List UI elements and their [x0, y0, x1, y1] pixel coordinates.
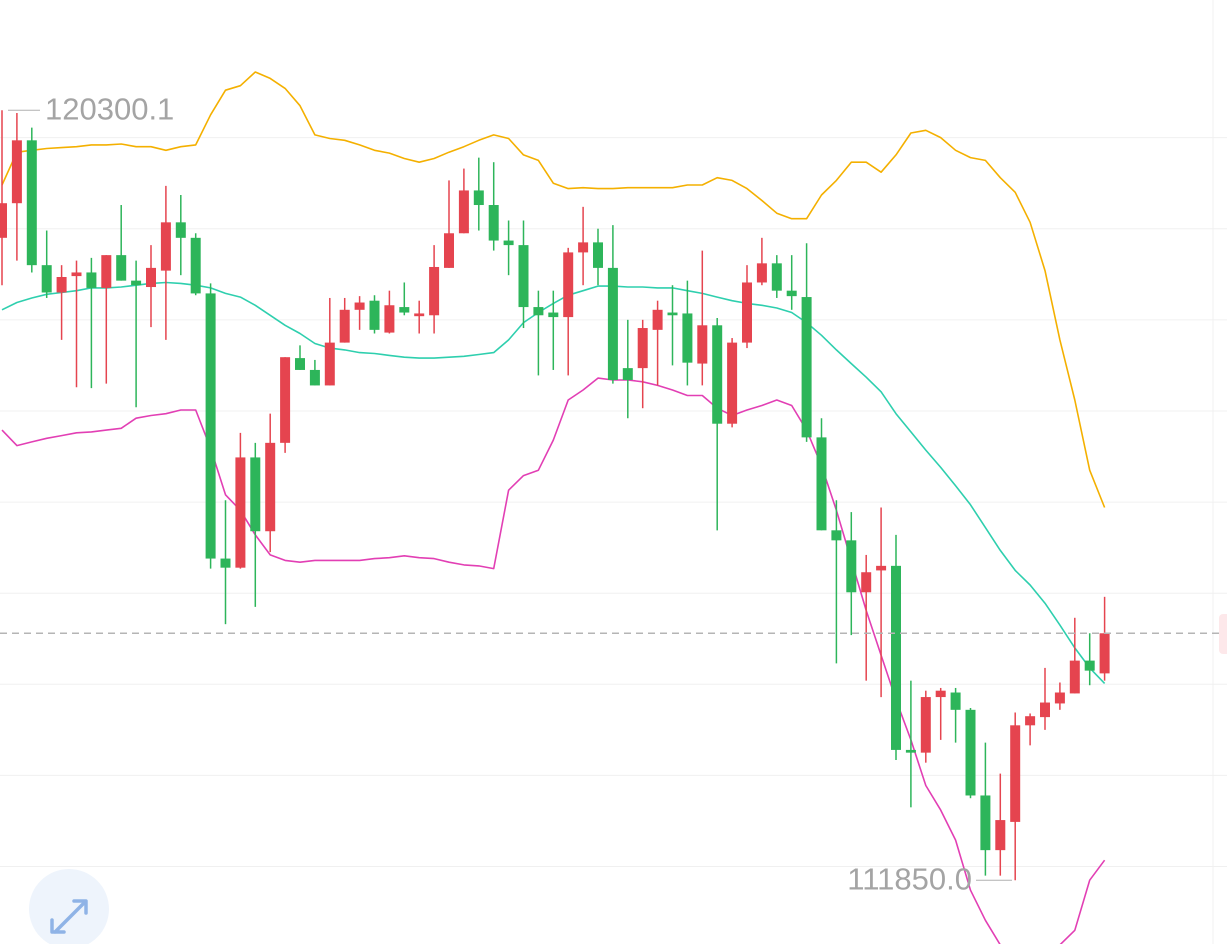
candle-body [429, 266, 440, 316]
candle-body [101, 255, 112, 288]
candle-body [324, 342, 335, 386]
band-upper [1, 71, 1106, 508]
candle-body [712, 325, 723, 424]
candle-body [11, 140, 22, 204]
candle-body [0, 203, 7, 238]
candle-body [876, 565, 887, 571]
candle-body [786, 290, 797, 297]
expand-icon[interactable] [50, 899, 88, 934]
candle-body [354, 302, 365, 310]
bands [1, 71, 1106, 944]
candle-body [116, 255, 127, 281]
price-tab [1219, 614, 1227, 654]
candle-body [488, 205, 499, 241]
candle-body [980, 795, 991, 851]
candle-body [280, 357, 291, 443]
candle-body [414, 313, 425, 317]
candle-body [1010, 725, 1021, 822]
candle-body [816, 437, 827, 531]
candle-body [682, 313, 693, 363]
candle-body [1025, 716, 1036, 726]
candle-body [548, 312, 559, 318]
candle-body [771, 263, 782, 291]
candle-body [593, 242, 603, 268]
candle-body [503, 240, 514, 246]
candle-body [622, 368, 633, 380]
candle-body [801, 297, 812, 438]
candle-body [965, 709, 976, 796]
candle-body [220, 558, 231, 568]
expand-button[interactable] [29, 869, 109, 944]
candle-body [1084, 660, 1095, 671]
candle-body [399, 307, 410, 313]
candle-body [652, 309, 663, 330]
candle-body [756, 263, 767, 283]
candle-body [950, 692, 961, 710]
candle-body [86, 272, 97, 288]
candle-body [71, 272, 82, 277]
candle-body [1099, 633, 1110, 674]
candle-body [205, 293, 216, 559]
candle-body [175, 222, 186, 238]
candle-body [473, 190, 484, 206]
candle-body [846, 540, 857, 593]
candle-body [339, 309, 350, 343]
candle-body [861, 572, 872, 593]
candle-body [518, 245, 529, 308]
candle-body [131, 280, 142, 286]
candle-body [667, 312, 678, 316]
candle-body [995, 820, 1006, 851]
annotation-label: 111850.0 [847, 861, 972, 896]
candle-body [563, 252, 574, 318]
candle-body [56, 277, 67, 293]
candle-body [920, 697, 931, 753]
candle-body [295, 358, 305, 370]
candle-body [1069, 660, 1080, 694]
candle-body [41, 265, 52, 293]
candle-body [369, 300, 380, 330]
candle-body [444, 233, 454, 268]
candle-body [146, 267, 156, 288]
overlay: 120300.1 111850.0 [0, 91, 1227, 896]
candle-body [727, 342, 738, 424]
candle-body [607, 267, 618, 380]
candle-body [935, 690, 946, 698]
candles [0, 110, 1110, 881]
candle-body [1054, 692, 1065, 704]
candle-body [831, 530, 842, 541]
candle-body [235, 457, 246, 568]
candle-body [742, 282, 752, 343]
candle-body [697, 325, 708, 364]
candle-body [637, 328, 648, 369]
candle-body [891, 565, 901, 750]
candle-body [309, 369, 320, 386]
candle-body [905, 749, 916, 753]
candle-body [26, 140, 37, 266]
candle-body [578, 242, 589, 253]
candle-body [1040, 702, 1050, 718]
expand-circle[interactable] [29, 869, 109, 944]
band-lower [1, 377, 1106, 944]
candle-body [265, 442, 276, 532]
annotation-label: 120300.1 [45, 91, 174, 126]
candle-body [458, 190, 469, 234]
candle-body [384, 305, 395, 333]
candle-body [533, 307, 544, 316]
candle-body [160, 222, 171, 271]
candle-body [250, 457, 261, 532]
candle-body [190, 237, 201, 294]
